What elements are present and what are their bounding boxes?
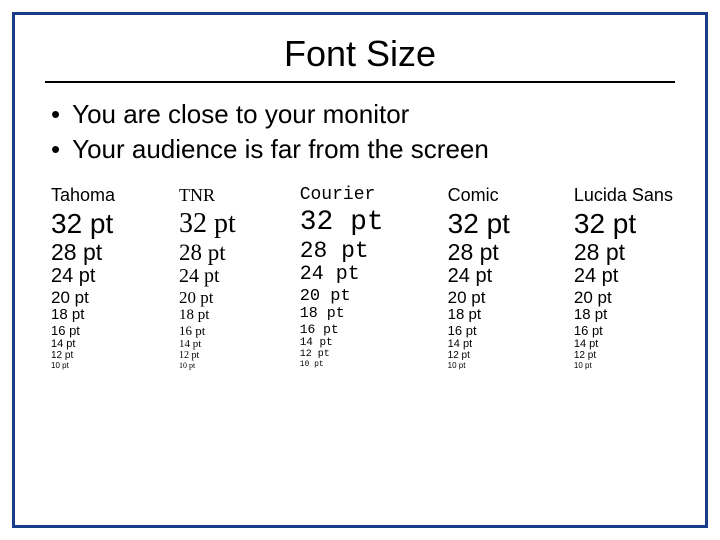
font-size-sample: 18 pt — [300, 306, 384, 323]
font-size-sample: 12 pt — [574, 350, 673, 361]
font-size-sample: 16 pt — [574, 324, 673, 339]
font-size-sample: 20 pt — [574, 288, 673, 307]
font-size-sample: 18 pt — [51, 307, 115, 324]
font-size-sample: 24 pt — [448, 265, 510, 287]
font-size-sample: 14 pt — [448, 338, 510, 350]
bullet-dot-icon: • — [51, 132, 60, 167]
font-size-sample: 14 pt — [300, 337, 384, 349]
font-size-sample: 10 pt — [300, 361, 384, 370]
font-size-sample: 16 pt — [448, 324, 510, 339]
font-column: Tahoma32 pt28 pt24 pt20 pt18 pt16 pt14 p… — [51, 185, 115, 370]
font-column: Comic32 pt28 pt24 pt20 pt18 pt16 pt14 pt… — [448, 185, 510, 370]
font-size-sample: 12 pt — [300, 349, 384, 360]
font-size-sample: 20 pt — [448, 288, 510, 307]
font-name-label: TNR — [179, 185, 236, 206]
font-size-sample: 16 pt — [179, 324, 236, 339]
font-size-sample: 24 pt — [51, 265, 115, 287]
font-size-sample: 18 pt — [574, 307, 673, 324]
font-size-sample: 12 pt — [51, 350, 115, 361]
slide-title: Font Size — [45, 33, 675, 83]
font-size-sample: 28 pt — [300, 239, 384, 265]
font-size-sample: 24 pt — [300, 264, 384, 286]
font-size-sample: 32 pt — [448, 208, 510, 239]
bullet-text: Your audience is far from the screen — [72, 132, 489, 167]
font-size-sample: 28 pt — [574, 240, 673, 266]
font-column: TNR32 pt28 pt24 pt20 pt18 pt16 pt14 pt12… — [179, 185, 236, 370]
font-size-sample: 10 pt — [179, 362, 236, 371]
font-name-label: Comic — [448, 185, 510, 206]
font-name-label: Tahoma — [51, 185, 115, 206]
font-size-sample: 28 pt — [179, 240, 236, 266]
font-size-sample: 18 pt — [179, 307, 236, 324]
font-column: Courier32 pt28 pt24 pt20 pt18 pt16 pt14 … — [300, 185, 384, 370]
font-column: Lucida Sans32 pt28 pt24 pt20 pt18 pt16 p… — [574, 185, 673, 370]
bullet-item: • You are close to your monitor — [51, 97, 675, 132]
font-size-sample: 16 pt — [300, 323, 384, 338]
font-size-sample: 16 pt — [51, 324, 115, 339]
font-size-sample: 24 pt — [179, 265, 236, 287]
font-size-sample: 12 pt — [179, 350, 236, 361]
font-size-sample: 28 pt — [51, 240, 115, 266]
font-size-sample: 14 pt — [51, 338, 115, 350]
bullet-list: • You are close to your monitor • Your a… — [45, 97, 675, 167]
slide-frame: Font Size • You are close to your monito… — [12, 12, 708, 528]
font-size-sample: 32 pt — [51, 208, 115, 239]
font-columns: Tahoma32 pt28 pt24 pt20 pt18 pt16 pt14 p… — [45, 185, 675, 370]
font-size-sample: 20 pt — [51, 288, 115, 307]
font-size-sample: 32 pt — [300, 207, 384, 238]
font-size-sample: 32 pt — [179, 208, 236, 239]
font-size-sample: 20 pt — [300, 287, 384, 306]
font-name-label: Lucida Sans — [574, 185, 673, 206]
font-size-sample: 10 pt — [448, 362, 510, 371]
font-size-sample: 32 pt — [574, 208, 673, 239]
font-size-sample: 14 pt — [179, 338, 236, 350]
font-size-sample: 12 pt — [448, 350, 510, 361]
font-size-sample: 10 pt — [574, 362, 673, 371]
font-size-sample: 20 pt — [179, 288, 236, 307]
font-size-sample: 24 pt — [574, 265, 673, 287]
bullet-item: • Your audience is far from the screen — [51, 132, 675, 167]
font-size-sample: 10 pt — [51, 362, 115, 371]
font-name-label: Courier — [300, 185, 384, 205]
font-size-sample: 28 pt — [448, 240, 510, 266]
bullet-dot-icon: • — [51, 97, 60, 132]
font-size-sample: 14 pt — [574, 338, 673, 350]
font-size-sample: 18 pt — [448, 307, 510, 324]
bullet-text: You are close to your monitor — [72, 97, 409, 132]
